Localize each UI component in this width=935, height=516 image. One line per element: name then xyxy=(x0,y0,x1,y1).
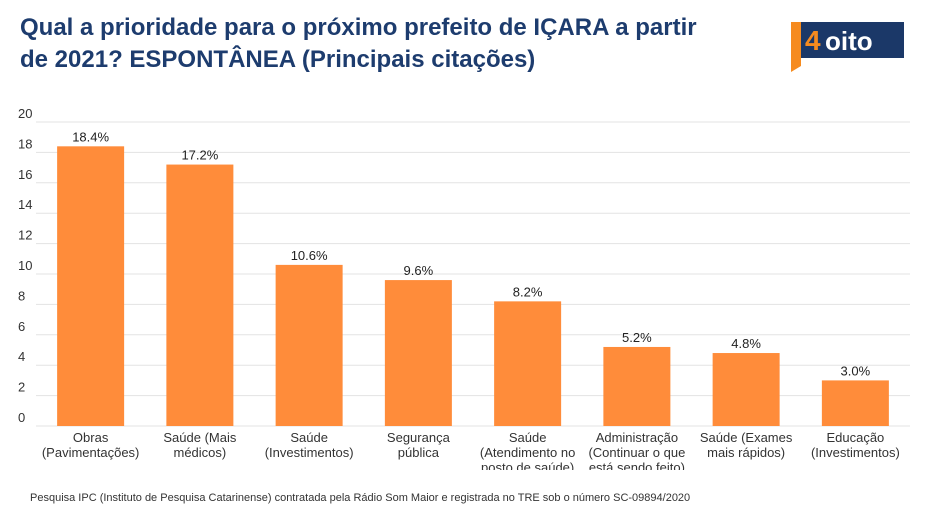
x-tick-label: Saúde (Mais médicos) xyxy=(163,430,236,460)
y-tick-label: 18 xyxy=(18,136,32,151)
bar xyxy=(384,280,452,426)
x-tick-label-line: mais rápidos) xyxy=(707,445,785,460)
data-label: 9.6% xyxy=(404,263,434,278)
data-label: 10.6% xyxy=(291,248,328,263)
x-tick-label-line: Saúde (Exames xyxy=(700,430,793,445)
bar-chart: 0 2 4 6 8 10 12 14 16 18 20 18.4% Obras (Pavimentaçõe… xyxy=(18,106,910,470)
x-tick-label-line: posto de saúde) xyxy=(481,460,574,470)
x-tick-label-line: Saúde xyxy=(290,430,328,445)
logo-word: oito xyxy=(825,26,873,56)
x-tick-label-line: Segurança xyxy=(387,430,451,445)
y-tick-label: 0 xyxy=(18,410,25,425)
x-tick-label-line: Educação xyxy=(826,430,884,445)
y-tick-label: 2 xyxy=(18,380,25,395)
logo-4oito-icon: 4 oito xyxy=(791,22,904,72)
x-tick-label: Saúde (Exames mais rápidos) xyxy=(700,430,793,460)
bar xyxy=(57,146,125,426)
logo-orange-shape xyxy=(791,22,801,72)
bar xyxy=(603,346,671,426)
x-tick-label: Saúde (Atendimento no posto de saúde) xyxy=(480,430,575,470)
bar xyxy=(712,353,780,426)
source-note: Pesquisa IPC (Instituto de Pesquisa Cata… xyxy=(30,492,691,504)
data-label: 4.8% xyxy=(731,336,761,351)
x-tick-label-line: (Investimentos) xyxy=(811,445,900,460)
data-label: 8.2% xyxy=(513,284,543,299)
x-tick-label-line: (Atendimento no xyxy=(480,445,575,460)
bar xyxy=(275,264,343,426)
x-tick-label: Segurança pública xyxy=(387,430,451,460)
x-tick-label-line: Administração xyxy=(596,430,678,445)
x-tick-label-line: pública xyxy=(398,445,440,460)
y-tick-label: 8 xyxy=(18,288,25,303)
x-tick-label-line: (Continuar o que xyxy=(588,445,685,460)
x-tick-label-line: Saúde xyxy=(509,430,547,445)
bar xyxy=(166,164,234,426)
x-tick-label: Administração (Continuar o que está sendo … xyxy=(588,430,685,470)
data-label: 17.2% xyxy=(181,148,218,163)
logo-digit: 4 xyxy=(805,25,821,56)
data-label: 18.4% xyxy=(72,129,109,144)
x-tick-label-line: está sendo feito) xyxy=(589,460,685,470)
bar xyxy=(821,380,889,426)
y-tick-label: 12 xyxy=(18,228,32,243)
x-tick-label-line: médicos) xyxy=(174,445,227,460)
y-tick-label: 20 xyxy=(18,106,32,121)
x-tick-label: Saúde (Investimentos) xyxy=(265,430,354,460)
x-tick-label-line: (Pavimentações) xyxy=(42,445,140,460)
y-tick-label: 10 xyxy=(18,258,32,273)
brand-logo: 4 oito xyxy=(791,20,904,72)
y-tick-label: 16 xyxy=(18,167,32,182)
x-tick-label-line: (Investimentos) xyxy=(265,445,354,460)
y-tick-label: 4 xyxy=(18,349,25,364)
x-tick-label: Obras (Pavimentações) xyxy=(42,430,140,460)
chart-title: Qual a prioridade para o próximo prefeit… xyxy=(20,14,697,73)
x-tick-label-line: Saúde (Mais xyxy=(163,430,236,445)
y-tick-label: 6 xyxy=(18,319,25,334)
data-label: 3.0% xyxy=(841,363,871,378)
x-tick-label-line: Obras xyxy=(73,430,109,445)
data-label: 5.2% xyxy=(622,330,652,345)
x-tick-label: Educação (Investimentos) xyxy=(811,430,900,460)
logo-dark-shape xyxy=(801,22,904,58)
bar xyxy=(494,301,562,426)
y-tick-label: 14 xyxy=(18,197,32,212)
